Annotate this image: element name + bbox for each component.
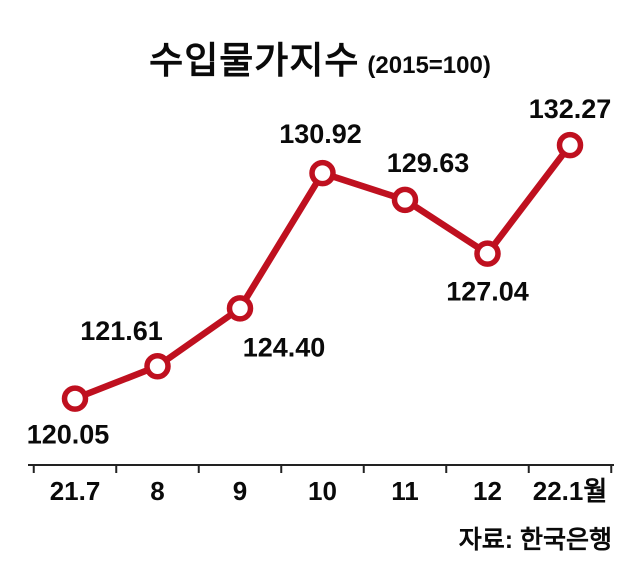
chart-subtitle: (2015=100) — [367, 52, 491, 79]
data-point-marker — [144, 352, 171, 380]
data-point-label: 129.63 — [387, 148, 470, 178]
x-axis-label: 8 — [150, 476, 164, 506]
data-point-label: 120.05 — [27, 420, 110, 450]
x-axis-label: 10 — [308, 476, 337, 506]
x-axis-label: 12 — [473, 476, 502, 506]
data-point-label: 127.04 — [446, 277, 529, 307]
data-point-marker — [226, 295, 254, 322]
data-point-marker — [309, 159, 336, 187]
data-point-label: 132.27 — [529, 94, 612, 124]
x-axis-label: 9 — [233, 476, 247, 506]
chart-title-row: 수입물가지수 (2015=100) — [0, 30, 640, 84]
data-point-marker — [474, 240, 501, 267]
chart-title: 수입물가지수 — [149, 40, 360, 81]
data-point-label: 124.40 — [243, 332, 326, 362]
data-point-label: 130.92 — [279, 119, 362, 149]
x-axis-label: 21.7 — [50, 476, 101, 506]
x-axis-label: 22.1월 — [533, 476, 608, 506]
data-point-label: 121.61 — [80, 316, 163, 346]
data-point-marker — [556, 131, 584, 159]
data-point-marker — [391, 186, 419, 214]
source-label: 자료: 한국은행 — [458, 526, 612, 554]
x-axis-label: 11 — [391, 476, 419, 506]
data-point-marker — [61, 385, 89, 412]
